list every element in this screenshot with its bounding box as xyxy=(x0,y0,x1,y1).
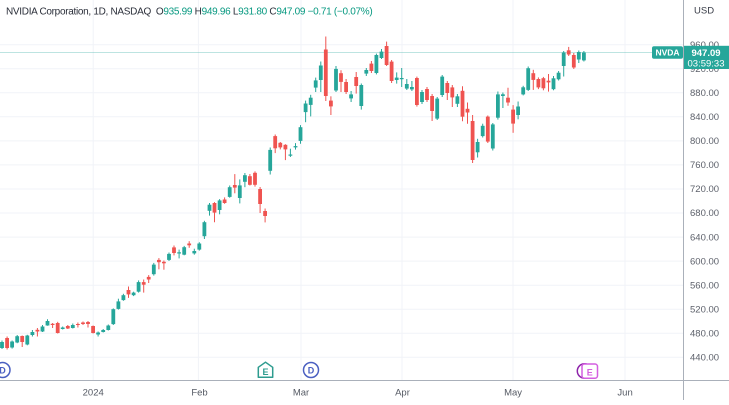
svg-text:03:59:33: 03:59:33 xyxy=(688,58,725,69)
svg-text:680.00: 680.00 xyxy=(690,208,719,219)
svg-text:560.00: 560.00 xyxy=(690,280,719,291)
svg-text:Apr: Apr xyxy=(395,387,410,398)
svg-text:600.00: 600.00 xyxy=(690,256,719,267)
svg-text:Feb: Feb xyxy=(191,387,207,398)
svg-text:NVIDIA Corporation, 1D, NASDAQ: NVIDIA Corporation, 1D, NASDAQ O935.99 H… xyxy=(6,7,372,18)
svg-text:USD: USD xyxy=(694,5,714,16)
svg-text:960.00: 960.00 xyxy=(690,40,719,51)
svg-text:E: E xyxy=(587,367,593,377)
svg-text:NVDA: NVDA xyxy=(655,47,679,57)
svg-text:E: E xyxy=(262,367,268,377)
svg-text:480.00: 480.00 xyxy=(690,329,719,340)
svg-text:Mar: Mar xyxy=(293,387,309,398)
svg-text:840.00: 840.00 xyxy=(690,112,719,123)
svg-text:920.00: 920.00 xyxy=(690,64,719,75)
svg-text:440.00: 440.00 xyxy=(690,353,719,364)
svg-text:520.00: 520.00 xyxy=(690,304,719,315)
svg-text:D: D xyxy=(0,366,6,376)
svg-text:947.09: 947.09 xyxy=(691,48,720,59)
svg-text:720.00: 720.00 xyxy=(690,184,719,195)
svg-text:D: D xyxy=(308,366,315,376)
svg-text:640.00: 640.00 xyxy=(690,232,719,243)
svg-text:Jun: Jun xyxy=(617,387,632,398)
svg-text:760.00: 760.00 xyxy=(690,160,719,171)
svg-text:880.00: 880.00 xyxy=(690,88,719,99)
svg-text:May: May xyxy=(504,387,522,398)
svg-text:2024: 2024 xyxy=(83,387,104,398)
svg-text:800.00: 800.00 xyxy=(690,136,719,147)
